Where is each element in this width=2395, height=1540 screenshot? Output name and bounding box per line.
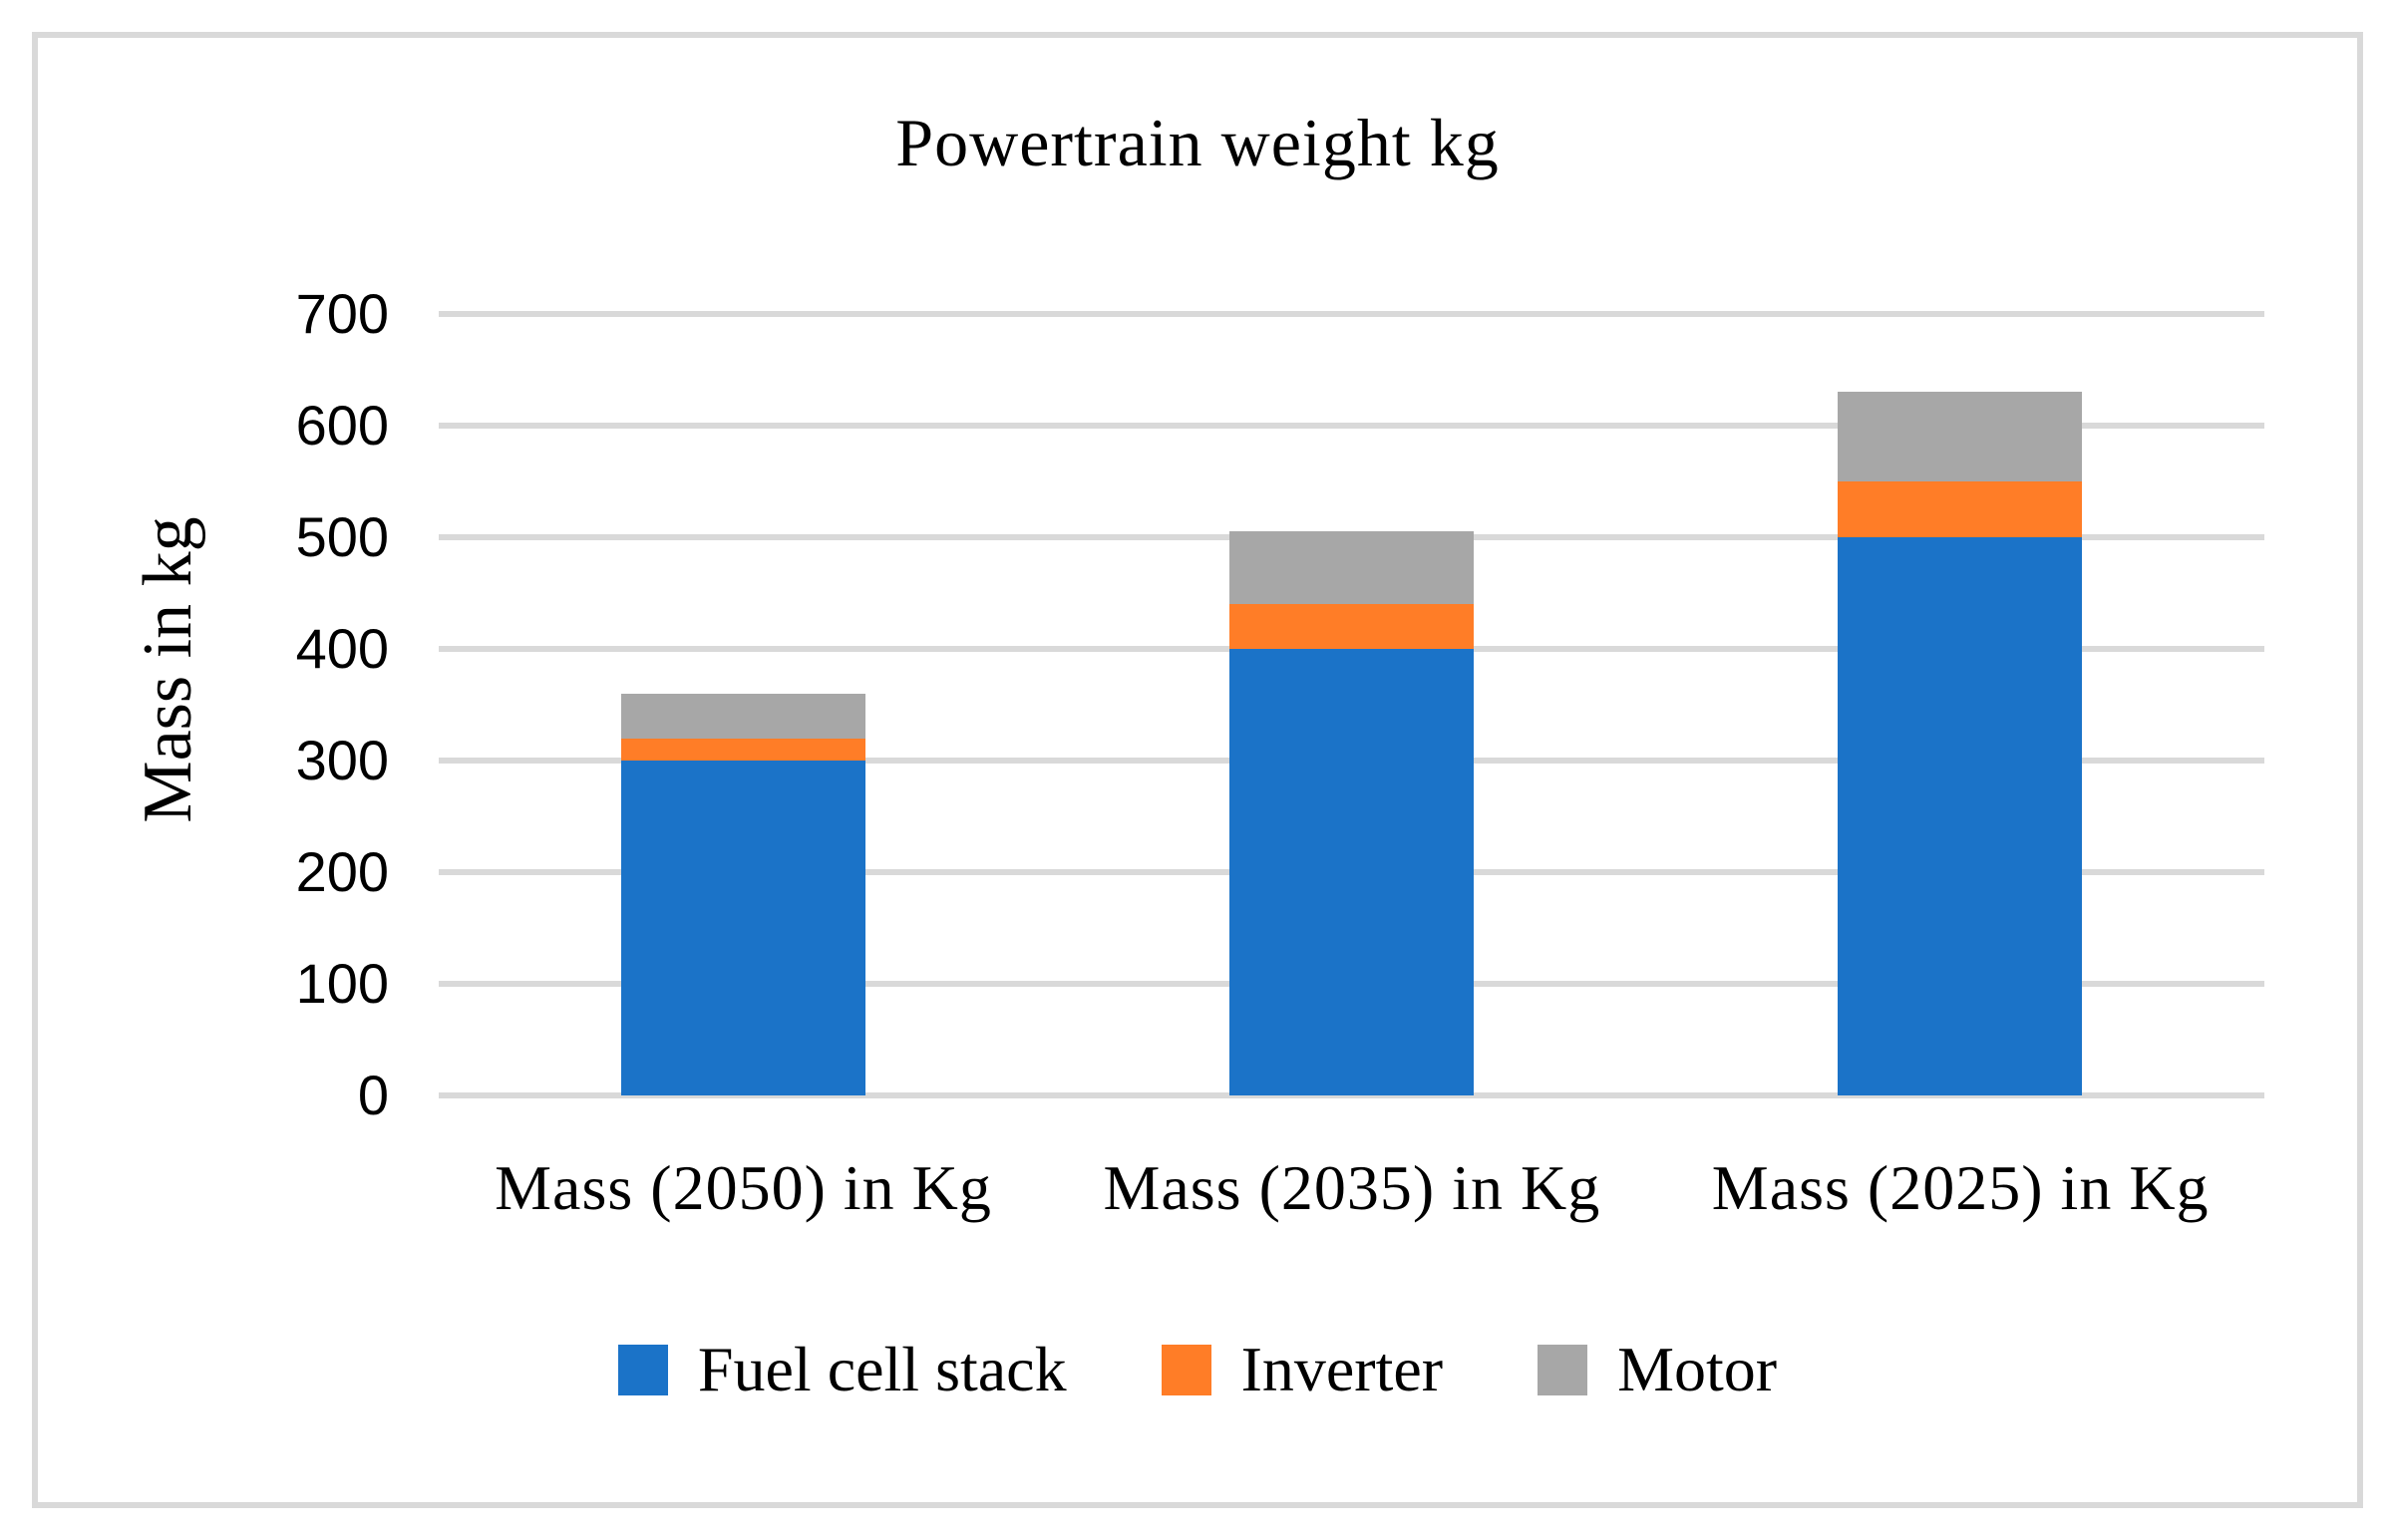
x-tick-label-2: Mass (2035) in Kg — [1103, 1152, 1601, 1223]
legend-item-motor: Motor — [1538, 1332, 1777, 1407]
legend-label: Inverter — [1240, 1334, 1444, 1404]
legend-swatch-icon — [617, 1344, 668, 1395]
bar-segment-inverter — [1229, 604, 1474, 649]
legend-swatch-icon — [1538, 1344, 1588, 1395]
gridline-600 — [439, 423, 2264, 429]
y-tick-label-300: 300 — [295, 729, 389, 791]
bar-segment-fuel-cell-stack — [1229, 649, 1474, 1095]
x-tick-label-1: Mass (2050) in Kg — [495, 1152, 992, 1223]
bar-segment-motor — [1838, 392, 2083, 481]
y-tick-label-100: 100 — [295, 952, 389, 1015]
y-tick-label-200: 200 — [295, 840, 389, 903]
y-tick-label-700: 700 — [295, 282, 389, 345]
plot-area — [439, 311, 2264, 1098]
stacked-bar-1 — [620, 693, 865, 1095]
legend-label: Motor — [1617, 1334, 1778, 1404]
legend-item-fuel-cell-stack: Fuel cell stack — [617, 1332, 1067, 1407]
bar-segment-motor — [620, 693, 865, 739]
stacked-bar-2 — [1229, 531, 1474, 1095]
y-tick-label-400: 400 — [295, 617, 389, 680]
legend: Fuel cell stack Inverter Motor — [33, 1332, 2362, 1407]
legend-label: Fuel cell stack — [697, 1334, 1067, 1404]
stacked-bar-3 — [1838, 392, 2083, 1095]
gridline-700 — [439, 311, 2264, 317]
chart-title: Powertrain weight kg — [895, 105, 1500, 180]
bar-segment-inverter — [620, 738, 865, 761]
bar-segment-inverter — [1838, 481, 2083, 537]
gridline-0 — [439, 1092, 2264, 1098]
y-tick-label-500: 500 — [295, 505, 389, 568]
bar-segment-fuel-cell-stack — [620, 761, 865, 1095]
bar-segment-motor — [1229, 531, 1474, 605]
x-tick-label-3: Mass (2025) in Kg — [1711, 1152, 2210, 1223]
y-tick-label-0: 0 — [357, 1064, 389, 1126]
figure-border — [32, 32, 2363, 1508]
legend-item-inverter: Inverter — [1161, 1332, 1444, 1407]
legend-swatch-icon — [1161, 1344, 1211, 1395]
y-tick-label-600: 600 — [295, 394, 389, 457]
bar-segment-fuel-cell-stack — [1838, 537, 2083, 1095]
